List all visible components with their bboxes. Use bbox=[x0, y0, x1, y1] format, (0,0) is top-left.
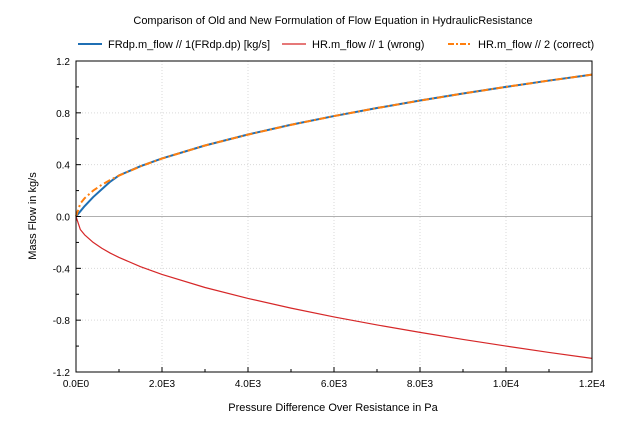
x-tick-label: 8.0E3 bbox=[407, 379, 434, 390]
ticks bbox=[75, 60, 593, 373]
y-tick-label: 0.0 bbox=[56, 213, 70, 224]
y-axis-label: Mass Flow in kg/s bbox=[27, 172, 39, 260]
x-tick-label: 6.0E3 bbox=[321, 379, 348, 390]
chart-title: Comparison of Old and New Formulation of… bbox=[133, 15, 532, 27]
y-tick-label: 1.2 bbox=[56, 57, 70, 68]
y-tick-label: -0.8 bbox=[53, 316, 71, 327]
x-tick-labels: 0.0E0 2.0E3 4.0E3 6.0E3 8.0E3 1.0E4 1.2E4 bbox=[63, 379, 606, 390]
series-line-2 bbox=[75, 216, 593, 359]
x-tick-label: 2.0E3 bbox=[149, 379, 176, 390]
x-axis-label: Pressure Difference Over Resistance in P… bbox=[228, 402, 438, 414]
y-tick-label: 0.8 bbox=[56, 109, 70, 120]
legend-entry-2: HR.m_flow // 1 (wrong) bbox=[312, 39, 424, 51]
legend-entry-3: HR.m_flow // 2 (correct) bbox=[478, 39, 594, 51]
x-tick-label: 0.0E0 bbox=[63, 379, 90, 390]
x-tick-label: 4.0E3 bbox=[235, 379, 262, 390]
grid bbox=[76, 61, 592, 372]
series-layer bbox=[75, 73, 593, 359]
y-tick-labels: -1.2 -0.8 -0.4 0.0 0.4 0.8 1.2 bbox=[53, 57, 71, 379]
legend-entry-1: FRdp.m_flow // 1(FRdp.dp) [kg/s] bbox=[108, 39, 270, 51]
series-line-3 bbox=[75, 73, 593, 217]
y-tick-label: 0.4 bbox=[56, 161, 70, 172]
x-tick-label: 1.2E4 bbox=[579, 379, 606, 390]
y-tick-label: -1.2 bbox=[53, 368, 71, 379]
legend: FRdp.m_flow // 1(FRdp.dp) [kg/s] HR.m_flo… bbox=[78, 39, 594, 51]
x-tick-label: 1.0E4 bbox=[493, 379, 520, 390]
y-tick-label: -0.4 bbox=[53, 264, 71, 275]
